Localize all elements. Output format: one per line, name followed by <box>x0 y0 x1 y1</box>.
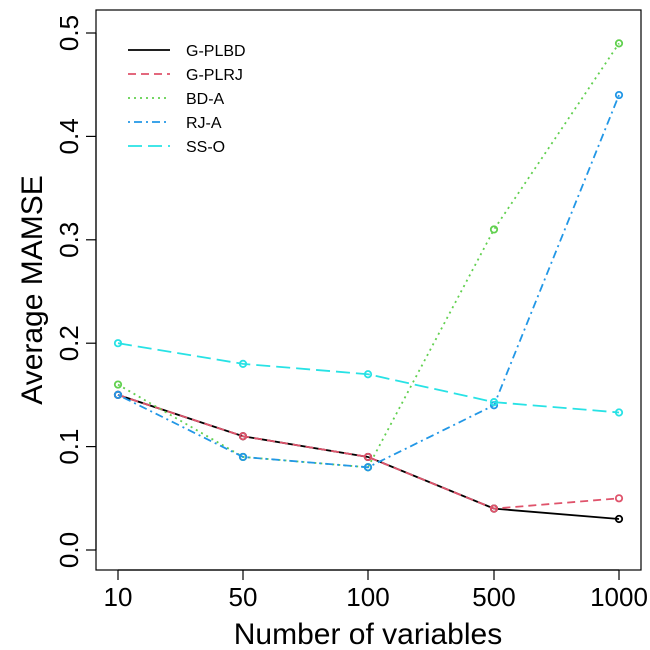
data-point <box>489 504 499 513</box>
legend-label: SS-O <box>186 139 225 156</box>
x-tick-label: 10 <box>104 582 133 612</box>
y-tick-label: 0.4 <box>54 118 84 154</box>
x-tick-label: 1000 <box>590 582 648 612</box>
legend-label: G-PLRJ <box>186 67 243 84</box>
legend-item: G-PLBD <box>128 43 246 60</box>
data-point <box>238 359 248 368</box>
legend-label: G-PLBD <box>186 43 246 60</box>
legend-item: RJ-A <box>128 115 222 132</box>
plot-frame <box>95 9 642 571</box>
series-g-plrj <box>113 390 624 513</box>
x-axis-title: Number of variables <box>234 618 502 650</box>
legend-label: RJ-A <box>186 115 222 132</box>
data-point <box>489 225 499 234</box>
x-tick-label: 50 <box>229 582 258 612</box>
data-point <box>113 339 123 348</box>
series-g-plbd <box>113 390 624 524</box>
legend-label: BD-A <box>186 91 225 108</box>
data-point <box>614 514 624 524</box>
series-line <box>117 42 620 469</box>
data-point <box>238 452 248 462</box>
data-point <box>363 452 373 462</box>
y-axis: 0.0 0.1 0.2 0.3 0.4 0.5 <box>54 15 97 568</box>
data-point <box>113 380 123 389</box>
series-line <box>117 342 620 414</box>
y-tick-label: 0.0 <box>54 532 84 568</box>
series-layer <box>113 39 624 524</box>
x-tick-label: 500 <box>472 582 515 612</box>
y-axis-title: Average MAMSE <box>16 175 49 405</box>
y-tick-label: 0.3 <box>54 222 84 258</box>
data-point <box>363 463 373 472</box>
data-point <box>363 370 373 379</box>
legend-item: G-PLRJ <box>128 67 243 84</box>
data-point <box>614 90 624 100</box>
data-point <box>238 432 248 441</box>
data-point <box>614 408 624 417</box>
data-point <box>614 39 624 48</box>
data-point <box>614 494 624 503</box>
y-tick-label: 0.5 <box>54 15 84 51</box>
x-tick-label: 100 <box>346 582 389 612</box>
x-axis: 10 50 100 500 1000 <box>104 569 648 612</box>
y-tick-label: 0.2 <box>54 325 84 361</box>
legend-item: BD-A <box>128 91 225 108</box>
series-line <box>117 394 620 510</box>
series-line <box>117 394 620 520</box>
series-ss-o <box>113 339 624 417</box>
data-point <box>113 390 123 399</box>
series-line <box>117 94 620 469</box>
data-point <box>489 398 499 407</box>
legend-item: SS-O <box>128 139 225 156</box>
y-tick-label: 0.1 <box>54 429 84 465</box>
legend: G-PLBD G-PLRJ BD-A RJ-A SS-O <box>128 43 246 156</box>
